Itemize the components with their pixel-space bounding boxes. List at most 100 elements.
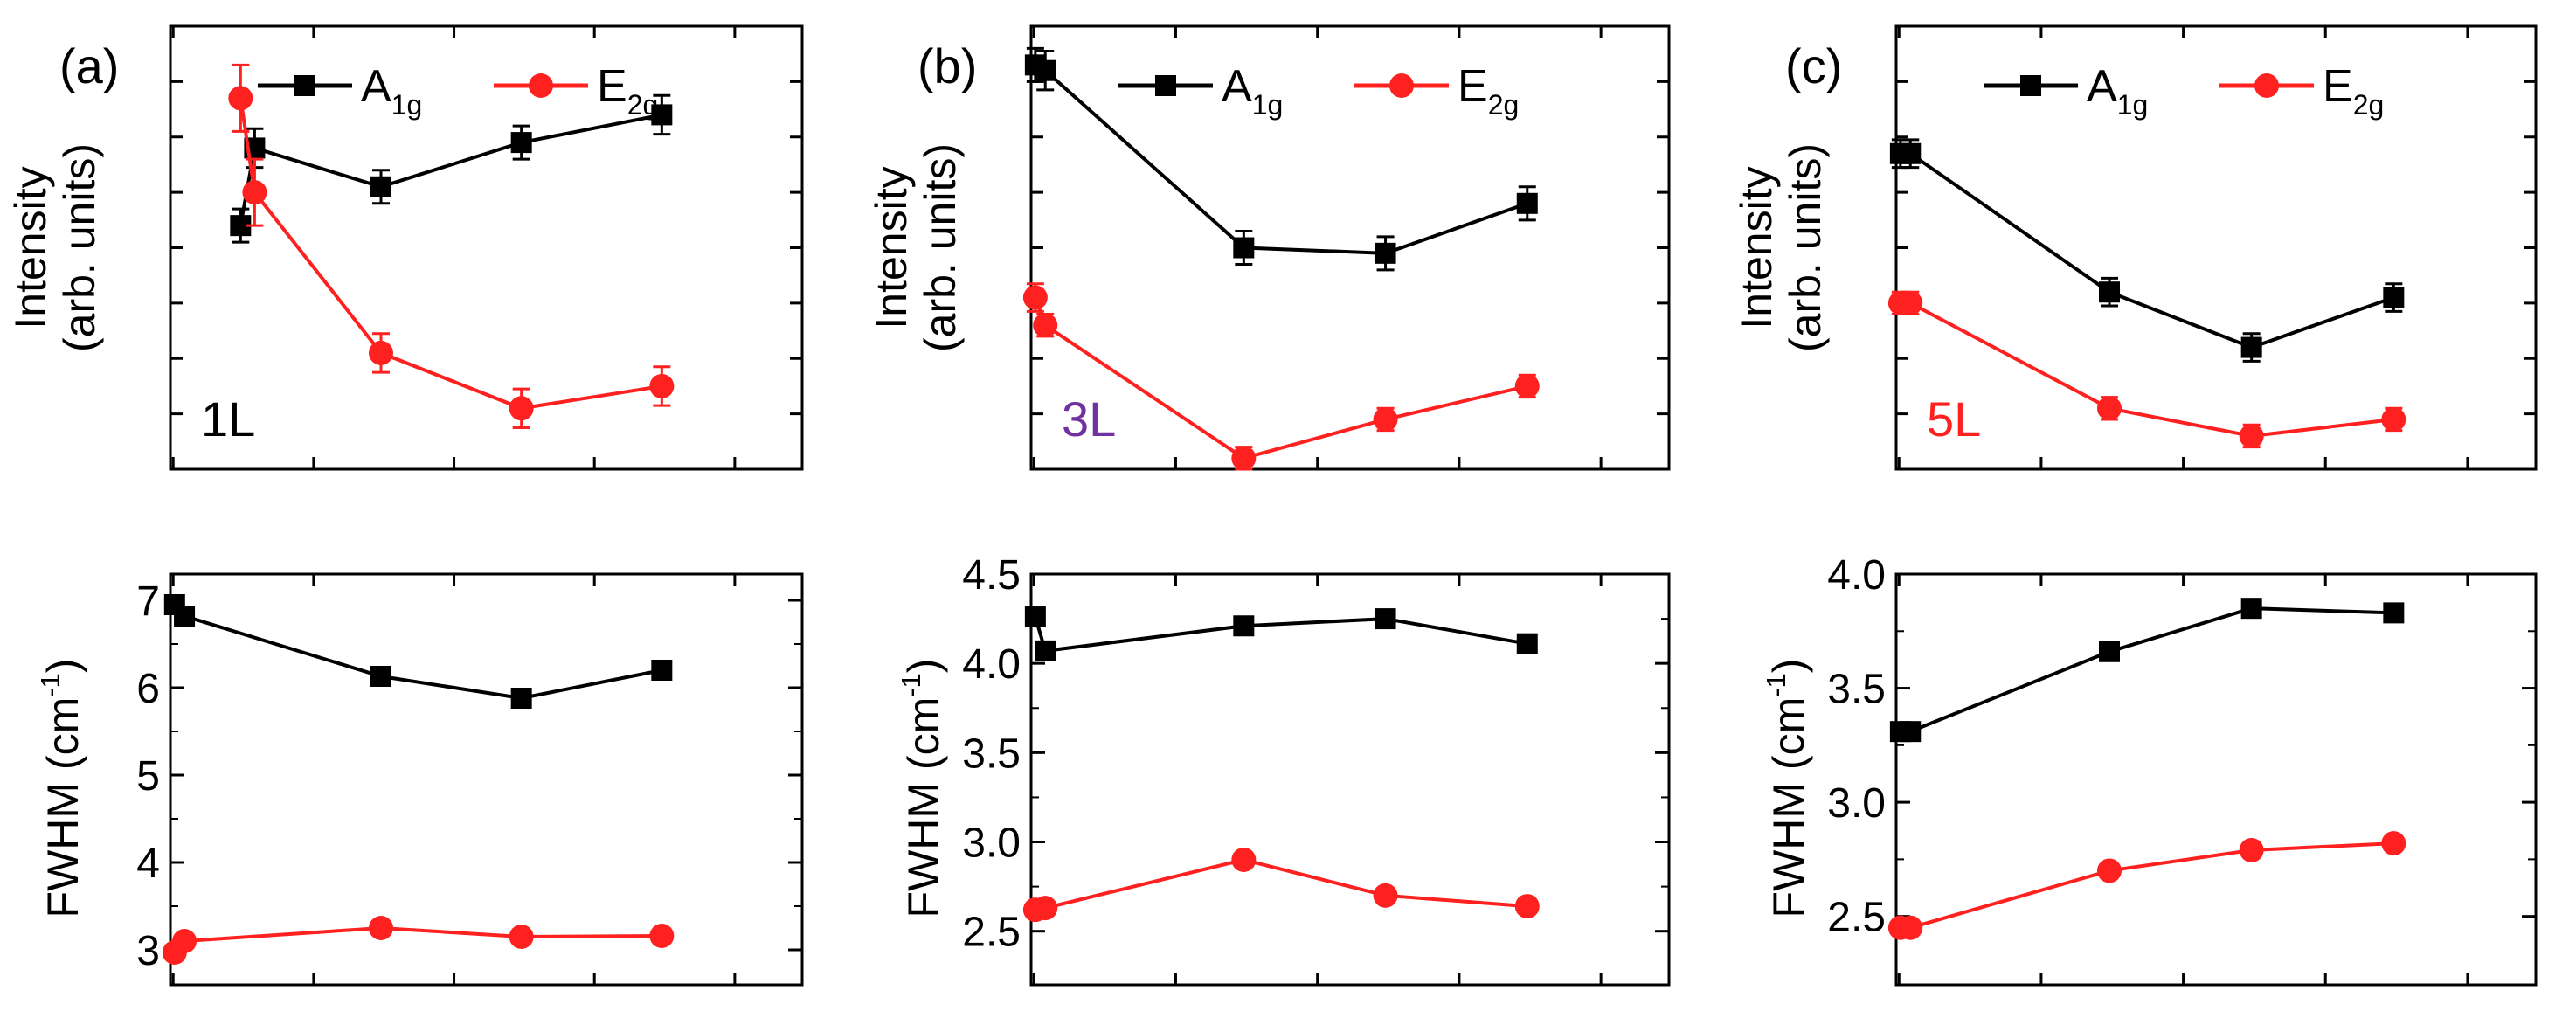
y-axis-label-script: -1 [35,673,66,697]
data-point [1033,896,1058,921]
y-axis-label-script: -1 [1761,673,1791,697]
legend-label: A1g [2087,61,2148,121]
legend-label: E2g [1458,61,1519,121]
data-point [2099,641,2120,662]
data-point [1900,721,1922,743]
data-point [2383,602,2405,624]
data-point [2239,837,2264,862]
plot-frame [1029,572,1671,987]
panel-label: (b) [918,38,977,93]
y-tick-label: 3.0 [1827,780,1886,827]
y-axis-label-rest: ) [1764,659,1813,674]
data-point [1233,237,1255,259]
chart-panel-b-intensity: Intensity (arb. units) (b) 3L A1g E2g [867,24,1671,471]
data-point [509,925,534,949]
data-point [370,666,391,687]
data-point [1035,640,1056,661]
data-point [2097,858,2122,883]
y-tick-label: 2.5 [1827,895,1886,941]
series-e2g [1887,290,2406,449]
plot-frame [1894,24,2538,471]
data-point [2383,287,2405,308]
y-tick-label: 3.5 [1827,667,1886,713]
legend-label-base: A [361,61,391,112]
legend-label: E2g [2323,61,2384,121]
y-tick-label: 4.0 [962,641,1021,688]
legend-label-script: 2g [1488,89,1520,121]
chart-panel-c-fwhm: 2.5 3.0 3.5 4.0 FWHM (cm-1) [1761,552,2538,987]
y-tick-label: 3.0 [962,821,1021,867]
series-e2g [1022,847,1540,923]
series-e2g [228,63,675,429]
legend: A1g E2g [1984,61,2384,121]
y-axis-label: FWHM (cm-1) [1761,659,1813,918]
data-point [1516,633,1538,654]
data-point [1375,242,1396,264]
data-point [369,340,393,365]
legend-label: A1g [361,61,422,121]
data-point [509,396,534,421]
data-point [2099,281,2120,303]
legend-label: E2g [597,61,658,121]
y-axis-label-rest: ) [38,659,87,674]
y-tick-label: 5 [136,753,160,800]
series-line [173,603,662,701]
y-tick-label: 4 [136,841,160,887]
plot-frame [1029,24,1671,471]
panel-label: (c) [1785,38,1842,93]
data-point [1022,285,1048,310]
data-point [1231,446,1257,471]
y-axis-label: FWHM (cm-1) [896,659,948,918]
legend-label-base: E [597,61,627,112]
series-a1g [1889,598,2405,743]
y-axis-label-script: -1 [896,673,926,697]
y-axis-label-units: (arb. units) [1781,143,1830,352]
series-e2g [162,916,675,965]
legend: A1g E2g [258,61,658,121]
plot-frame [169,572,804,987]
series-a1g [1889,138,2405,363]
series-a1g [230,93,673,244]
data-point [2381,406,2406,432]
data-point [1373,406,1398,432]
data-point [1514,373,1540,398]
series-line [239,98,662,411]
legend-label-script: 2g [2353,89,2385,121]
series-a1g [1024,46,1538,272]
chart-panel-a-fwhm: 3 4 5 6 7 FWHM (cm-1) [35,572,804,987]
y-tick-label: 6 [136,666,160,712]
legend: A1g E2g [1118,61,1519,121]
y-tick-label: 7 [136,578,160,625]
y-axis-label-units: (arb. units) [916,143,965,352]
series-line [1033,616,1528,654]
y-axis-label: Intensity [6,166,55,329]
data-point [1233,615,1255,637]
y-axis-label: FWHM (cm-1) [35,659,87,918]
y-tick-label: 4.5 [962,552,1021,599]
data-point [1898,290,1923,315]
data-point [1900,142,1922,164]
y-tick-label: 3.5 [962,731,1021,777]
data-point [1024,606,1046,628]
layer-label: 3L [1062,391,1116,447]
data-point [2240,598,2262,620]
data-point [172,929,197,953]
series-line [1900,606,2394,734]
data-point [1375,608,1396,630]
plot-frame [169,24,804,471]
data-point [228,86,253,111]
data-point [1373,883,1398,908]
legend-marker [1155,75,1176,96]
data-point [1035,59,1056,81]
data-point [242,180,267,205]
y-tick-label: 2.5 [962,910,1021,956]
data-point [369,916,393,940]
legend-label-script: 1g [1252,89,1284,121]
series-line [1900,841,2394,930]
data-point [651,104,673,126]
chart-panel-c-intensity: Intensity (arb. units) (c) 5L A1g E2g [1732,24,2538,471]
data-point [1516,192,1538,214]
data-point [1898,915,1923,940]
y-axis-label: Intensity [867,166,916,329]
legend-label: A1g [1222,61,1283,121]
